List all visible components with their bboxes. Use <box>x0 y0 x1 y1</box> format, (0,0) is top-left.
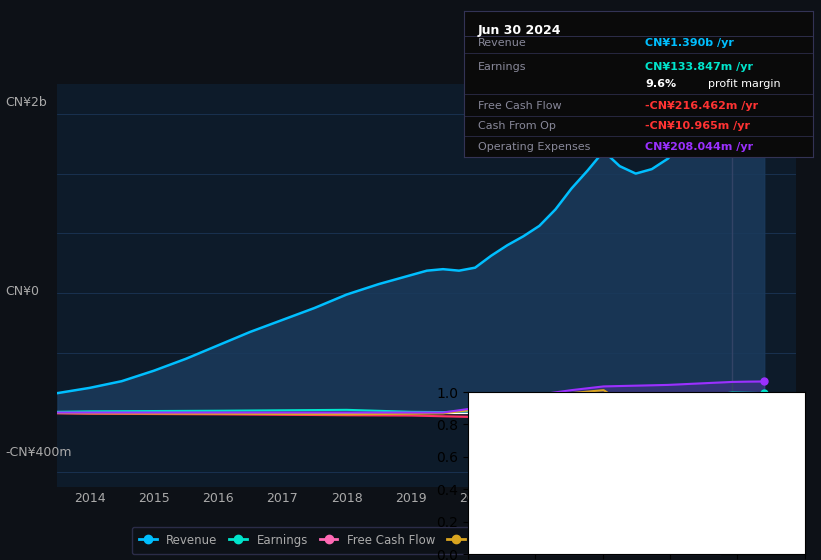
Text: Jun 30 2024: Jun 30 2024 <box>478 24 562 38</box>
Text: Revenue: Revenue <box>478 38 526 48</box>
Text: CN¥1.390b /yr: CN¥1.390b /yr <box>645 38 734 48</box>
Text: -CN¥216.462m /yr: -CN¥216.462m /yr <box>645 101 759 111</box>
Legend: Revenue, Earnings, Free Cash Flow, Cash From Op, Operating Expenses: Revenue, Earnings, Free Cash Flow, Cash … <box>132 527 722 554</box>
Text: 9.6%: 9.6% <box>645 79 677 89</box>
Text: -CN¥10.965m /yr: -CN¥10.965m /yr <box>645 121 750 131</box>
Text: Earnings: Earnings <box>478 62 526 72</box>
Text: CN¥2b: CN¥2b <box>6 96 48 109</box>
Text: Cash From Op: Cash From Op <box>478 121 556 131</box>
Text: Operating Expenses: Operating Expenses <box>478 142 590 152</box>
Text: Free Cash Flow: Free Cash Flow <box>478 101 562 111</box>
Text: profit margin: profit margin <box>708 79 781 89</box>
Text: CN¥133.847m /yr: CN¥133.847m /yr <box>645 62 754 72</box>
Text: -CN¥400m: -CN¥400m <box>6 446 72 459</box>
Text: CN¥208.044m /yr: CN¥208.044m /yr <box>645 142 754 152</box>
Text: CN¥0: CN¥0 <box>6 285 39 298</box>
